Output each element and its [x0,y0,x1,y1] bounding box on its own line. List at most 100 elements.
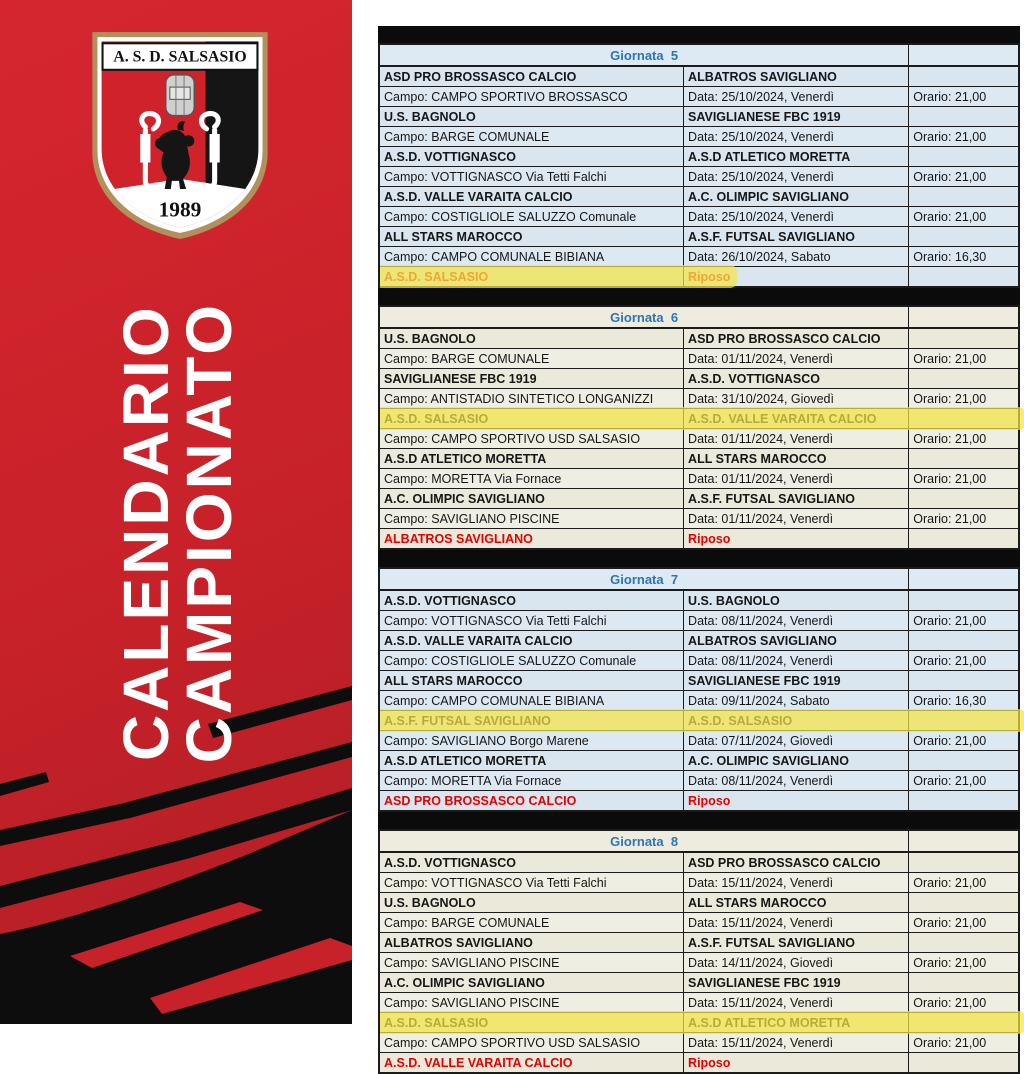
data-cell: Data: 01/11/2024, Venerdì [683,469,908,488]
riposo-team-cell: A.S.D. VALLE VARAITA CALCIO [384,1055,573,1070]
data-cell: Data: 14/11/2024, Giovedì [683,953,908,972]
away-team-cell: SAVIGLIANESE FBC 1919 [683,973,908,992]
match-detail-row: Campo: SAVIGLIANO Borgo Marene Data: 07/1… [380,731,1018,751]
match-teams-row: U.S. BAGNOLO SAVIGLIANESE FBC 1919 [380,107,1018,127]
campo-cell: Campo: BARGE COMUNALE [384,129,550,144]
data-cell: Data: 15/11/2024, Venerdì [683,913,908,932]
empty-cell [908,187,1018,206]
orario-cell: Orario: 21,00 [908,611,1018,630]
riposo-row: A.S.D. VALLE VARAITA CALCIO Riposo [380,1053,1018,1072]
away-team-cell: A.S.F. FUTSAL SAVIGLIANO [683,489,908,508]
empty-cell [908,67,1018,86]
empty-cell [908,751,1018,770]
orario-cell: Orario: 21,00 [908,993,1018,1012]
empty-cell [908,227,1018,246]
empty-cell [908,893,1018,912]
home-team-cell: SAVIGLIANESE FBC 1919 [384,371,537,386]
match-detail-row: Campo: COSTIGLIOLE SALUZZO Comunale Data:… [380,651,1018,671]
fixture-table-giornata-6: Giornata 6 U.S. BAGNOLO ASD PRO BROSSASCO … [378,305,1024,550]
badge-year: 1989 [159,198,202,222]
data-cell: Data: 15/11/2024, Venerdì [683,993,908,1012]
match-detail-row: Campo: MORETTA Via Fornace Data: 08/11/20… [380,771,1018,791]
home-team-cell: A.S.D. VALLE VARAITA CALCIO [384,189,573,204]
match-detail-row: Campo: BARGE COMUNALE Data: 15/11/2024, V… [380,913,1018,933]
poster-title-line1: CALENDARIO [110,304,183,762]
round-title: Giornata 7 [610,571,679,587]
data-cell: Data: 31/10/2024, Giovedì [683,389,908,408]
tables-area: Giornata 5 ASD PRO BROSSASCO CALCIO ALBATR… [378,26,1024,1074]
data-cell: Data: 15/11/2024, Venerdì [683,1033,908,1052]
match-teams-row: A.S.D ATLETICO MORETTA A.C. OLIMPIC SAVIG… [380,751,1018,771]
riposo-row: A.S.D. SALSASIO Riposo [380,265,1018,288]
round-header-row: Giornata 7 [380,569,1018,591]
black-separator-bar [378,26,1020,43]
orario-cell: Orario: 21,00 [908,469,1018,488]
home-team-cell: A.S.D. SALSASIO [384,411,489,426]
match-teams-row: ALL STARS MAROCCO SAVIGLIANESE FBC 1919 [380,671,1018,691]
riposo-label-cell: Riposo [683,1053,908,1072]
badge-helmet-icon [164,74,196,117]
data-cell: Data: 08/11/2024, Venerdì [683,651,908,670]
data-cell: Data: 08/11/2024, Venerdì [683,611,908,630]
away-team-cell: A.C. OLIMPIC SAVIGLIANO [683,751,908,770]
orario-cell: Orario: 21,00 [908,913,1018,932]
orario-cell: Orario: 21,00 [908,873,1018,892]
match-teams-row: A.S.F. FUTSAL SAVIGLIANO A.S.D. SALSASIO [380,709,1024,732]
round-header-row: Giornata 5 [380,45,1018,67]
home-team-cell: U.S. BAGNOLO [384,109,476,124]
empty-cell [908,409,1018,428]
empty-cell [908,711,1018,730]
match-detail-row: Campo: CAMPO COMUNALE BIBIANA Data: 09/11… [380,691,1018,711]
match-teams-row: ASD PRO BROSSASCO CALCIO ALBATROS SAVIGLI… [380,67,1018,87]
away-team-cell: ASD PRO BROSSASCO CALCIO [683,329,908,348]
home-team-cell: U.S. BAGNOLO [384,331,476,346]
orario-cell: Orario: 21,00 [908,167,1018,186]
empty-cell [908,107,1018,126]
away-team-cell: U.S. BAGNOLO [683,591,908,610]
data-cell: Data: 01/11/2024, Venerdì [683,509,908,528]
match-teams-row: A.S.D. SALSASIO A.S.D. VALLE VARAITA CALC… [380,407,1024,430]
campo-cell: Campo: CAMPO COMUNALE BIBIANA [384,249,605,264]
campo-cell: Campo: BARGE COMUNALE [384,351,550,366]
badge-club-name: A. S. D. SALSASIO [113,49,246,66]
empty-cell [908,631,1018,650]
data-cell: Data: 07/11/2024, Giovedì [683,731,908,750]
data-cell: Data: 26/10/2024, Sabato [683,247,908,266]
away-team-cell: ALBATROS SAVIGLIANO [683,67,908,86]
match-teams-row: A.S.D. VOTTIGNASCO ASD PRO BROSSASCO CALC… [380,853,1018,873]
campo-cell: Campo: CAMPO SPORTIVO USD SALSASIO [384,431,641,446]
match-detail-row: Campo: VOTTIGNASCO Via Tetti Falchi Data:… [380,611,1018,631]
club-badge: A. S. D. SALSASIO 1989 [92,32,268,239]
home-team-cell: A.S.F. FUTSAL SAVIGLIANO [384,713,551,728]
round-header-empty-cell [908,569,1018,589]
match-detail-row: Campo: CAMPO SPORTIVO BROSSASCO Data: 25/… [380,87,1018,107]
empty-cell [908,671,1018,690]
data-cell: Data: 08/11/2024, Venerdì [683,771,908,790]
empty-cell [908,529,1018,548]
home-team-cell: A.S.D. VALLE VARAITA CALCIO [384,633,573,648]
data-cell: Data: 09/11/2024, Sabato [683,691,908,710]
orario-cell: Orario: 21,00 [908,731,1018,750]
campo-cell: Campo: VOTTIGNASCO Via Tetti Falchi [384,875,607,890]
match-detail-row: Campo: CAMPO COMUNALE BIBIANA Data: 26/10… [380,247,1018,267]
empty-cell [908,1053,1018,1072]
away-team-cell: ALBATROS SAVIGLIANO [683,631,908,650]
home-team-cell: ASD PRO BROSSASCO CALCIO [384,69,577,84]
match-teams-row: ALBATROS SAVIGLIANO A.S.F. FUTSAL SAVIGLI… [380,933,1018,953]
away-team-cell: A.S.F. FUTSAL SAVIGLIANO [683,227,908,246]
match-teams-row: A.S.D. VOTTIGNASCO U.S. BAGNOLO [380,591,1018,611]
empty-cell [908,973,1018,992]
round-header-row: Giornata 8 [380,831,1018,853]
home-team-cell: A.S.D. VOTTIGNASCO [384,593,516,608]
round-header-empty-cell [908,307,1018,327]
riposo-row: ALBATROS SAVIGLIANO Riposo [380,529,1018,548]
black-separator-bar [378,812,1020,829]
campo-cell: Campo: COSTIGLIOLE SALUZZO Comunale [384,653,637,668]
campo-cell: Campo: VOTTIGNASCO Via Tetti Falchi [384,169,607,184]
match-detail-row: Campo: BARGE COMUNALE Data: 25/10/2024, V… [380,127,1018,147]
orario-cell: Orario: 21,00 [908,771,1018,790]
poster-title: CALENDARIO CAMPIONATO [110,302,245,763]
match-teams-row: A.S.D. SALSASIO A.S.D ATLETICO MORETTA [380,1011,1024,1034]
match-detail-row: Campo: BARGE COMUNALE Data: 01/11/2024, V… [380,349,1018,369]
